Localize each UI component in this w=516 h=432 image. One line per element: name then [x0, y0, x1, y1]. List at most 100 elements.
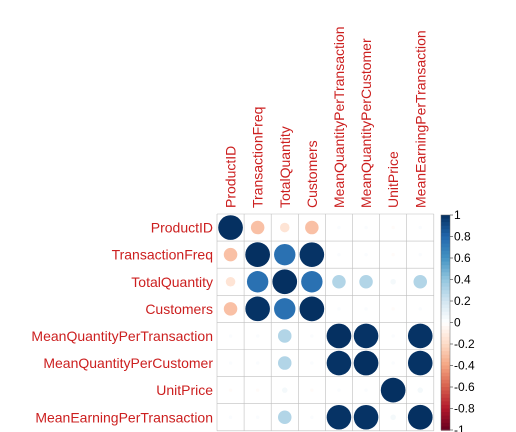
corr-cell-3-0 — [223, 302, 238, 316]
row-label: MeanQuantityPerTransaction — [31, 328, 213, 344]
grid — [216, 213, 435, 432]
corr-cell-0-5 — [364, 225, 368, 230]
column-label: MeanQuantityPerCustomer — [358, 38, 374, 208]
column-label: MeanQuantityPerTransaction — [331, 26, 347, 208]
row-label: TransactionFreq — [112, 247, 213, 263]
corr-cell-0-3 — [305, 220, 319, 235]
corr-cell-6-1 — [255, 388, 260, 392]
corr-cell-6-2 — [281, 387, 288, 393]
legend-swatch — [441, 347, 450, 352]
legend-swatch — [441, 272, 450, 277]
column-label: UnitPrice — [385, 151, 401, 208]
corr-cell-4-4 — [326, 323, 352, 349]
corr-cell-2-7 — [413, 274, 428, 289]
corr-cell-4-1 — [255, 334, 260, 338]
legend-swatch — [441, 358, 450, 363]
legend-swatch — [441, 311, 450, 316]
legend-tick-label: 0.4 — [454, 273, 471, 287]
legend-swatch — [441, 218, 450, 223]
corr-cell-1-3 — [299, 242, 325, 267]
legend-swatch — [441, 354, 450, 359]
legend-swatch — [441, 243, 450, 248]
corr-cell-7-1 — [255, 415, 260, 419]
corr-cell-3-6 — [391, 307, 395, 311]
corr-cell-3-4 — [337, 307, 341, 311]
legend-swatch — [441, 369, 450, 374]
legend-swatch — [441, 408, 450, 413]
legend-swatch — [441, 344, 450, 349]
legend-swatch — [441, 376, 450, 381]
legend-swatch — [441, 336, 450, 342]
legend-swatch — [441, 419, 450, 424]
legend-swatch — [441, 326, 450, 331]
legend-tick-label: -0.8 — [454, 402, 475, 416]
legend-swatch — [441, 247, 450, 252]
column-label: TransactionFreq — [250, 107, 266, 208]
legend-swatch — [441, 329, 450, 334]
corr-cell-0-1 — [250, 220, 265, 235]
correlation-circles — [218, 215, 433, 430]
legend-swatch — [441, 426, 450, 431]
legend-swatch — [441, 308, 450, 313]
corr-cell-7-0 — [228, 415, 233, 419]
row-labels: ProductID TransactionFreq TotalQuantity Cus… — [31, 220, 213, 426]
legend-swatch — [441, 236, 450, 241]
legend-swatch — [441, 304, 450, 309]
legend-tick-label: 0.8 — [454, 230, 471, 244]
legend-swatch — [441, 290, 450, 295]
legend-swatch — [441, 268, 450, 273]
legend-swatch — [441, 379, 450, 385]
legend-swatch — [441, 301, 450, 306]
legend-swatch — [441, 383, 450, 388]
legend-swatch — [441, 401, 450, 406]
legend-swatch — [441, 351, 450, 356]
column-label: ProductID — [223, 146, 239, 208]
legend-swatch — [441, 225, 450, 230]
corr-cell-1-2 — [274, 243, 296, 266]
column-label: TotalQuantity — [277, 126, 293, 208]
legend-swatch — [441, 232, 450, 238]
legend-swatch — [441, 340, 450, 345]
corr-cell-1-6 — [391, 252, 395, 257]
legend-swatch — [441, 387, 450, 392]
legend-swatch — [441, 422, 450, 428]
corr-cell-2-3 — [301, 271, 323, 293]
row-label: ProductID — [151, 220, 213, 236]
corr-cell-4-6 — [391, 334, 395, 338]
legend-swatch — [441, 404, 450, 410]
legend-swatch — [441, 250, 450, 256]
corr-cell-4-3 — [310, 334, 314, 338]
legend-tick-label: 0 — [454, 316, 461, 330]
corr-cell-1-0 — [223, 247, 238, 262]
corr-cell-0-4 — [337, 225, 341, 230]
legend-swatch — [441, 286, 450, 291]
legend-swatch — [441, 315, 450, 320]
corr-cell-2-1 — [246, 271, 269, 293]
corr-cell-4-0 — [228, 334, 233, 338]
legend-swatch — [441, 275, 450, 281]
corr-cell-5-6 — [391, 361, 395, 365]
corr-cell-5-4 — [326, 350, 352, 376]
corr-cell-2-6 — [390, 278, 396, 285]
corr-cell-5-0 — [228, 361, 233, 365]
legend-swatch — [441, 254, 450, 259]
legend-tick-label: 1 — [454, 208, 461, 222]
corr-cell-2-4 — [332, 274, 346, 289]
corr-cell-5-7 — [407, 350, 433, 376]
legend-swatch — [441, 361, 450, 367]
legend-swatch — [441, 215, 450, 220]
row-label: Customers — [145, 301, 213, 317]
corr-cell-5-1 — [255, 361, 260, 365]
corr-cell-5-3 — [310, 361, 314, 365]
corr-cell-7-4 — [326, 404, 352, 430]
corr-cell-3-1 — [245, 296, 270, 322]
corr-cell-0-6 — [391, 225, 395, 230]
legend-swatch — [441, 318, 450, 324]
corr-cell-7-5 — [353, 404, 379, 430]
corr-cell-2-0 — [225, 276, 236, 287]
legend-swatch — [441, 279, 450, 284]
legend-tick-label: -0.4 — [454, 359, 475, 373]
legend-tick-label: 0.2 — [454, 294, 471, 308]
corr-cell-2-2 — [272, 269, 298, 295]
